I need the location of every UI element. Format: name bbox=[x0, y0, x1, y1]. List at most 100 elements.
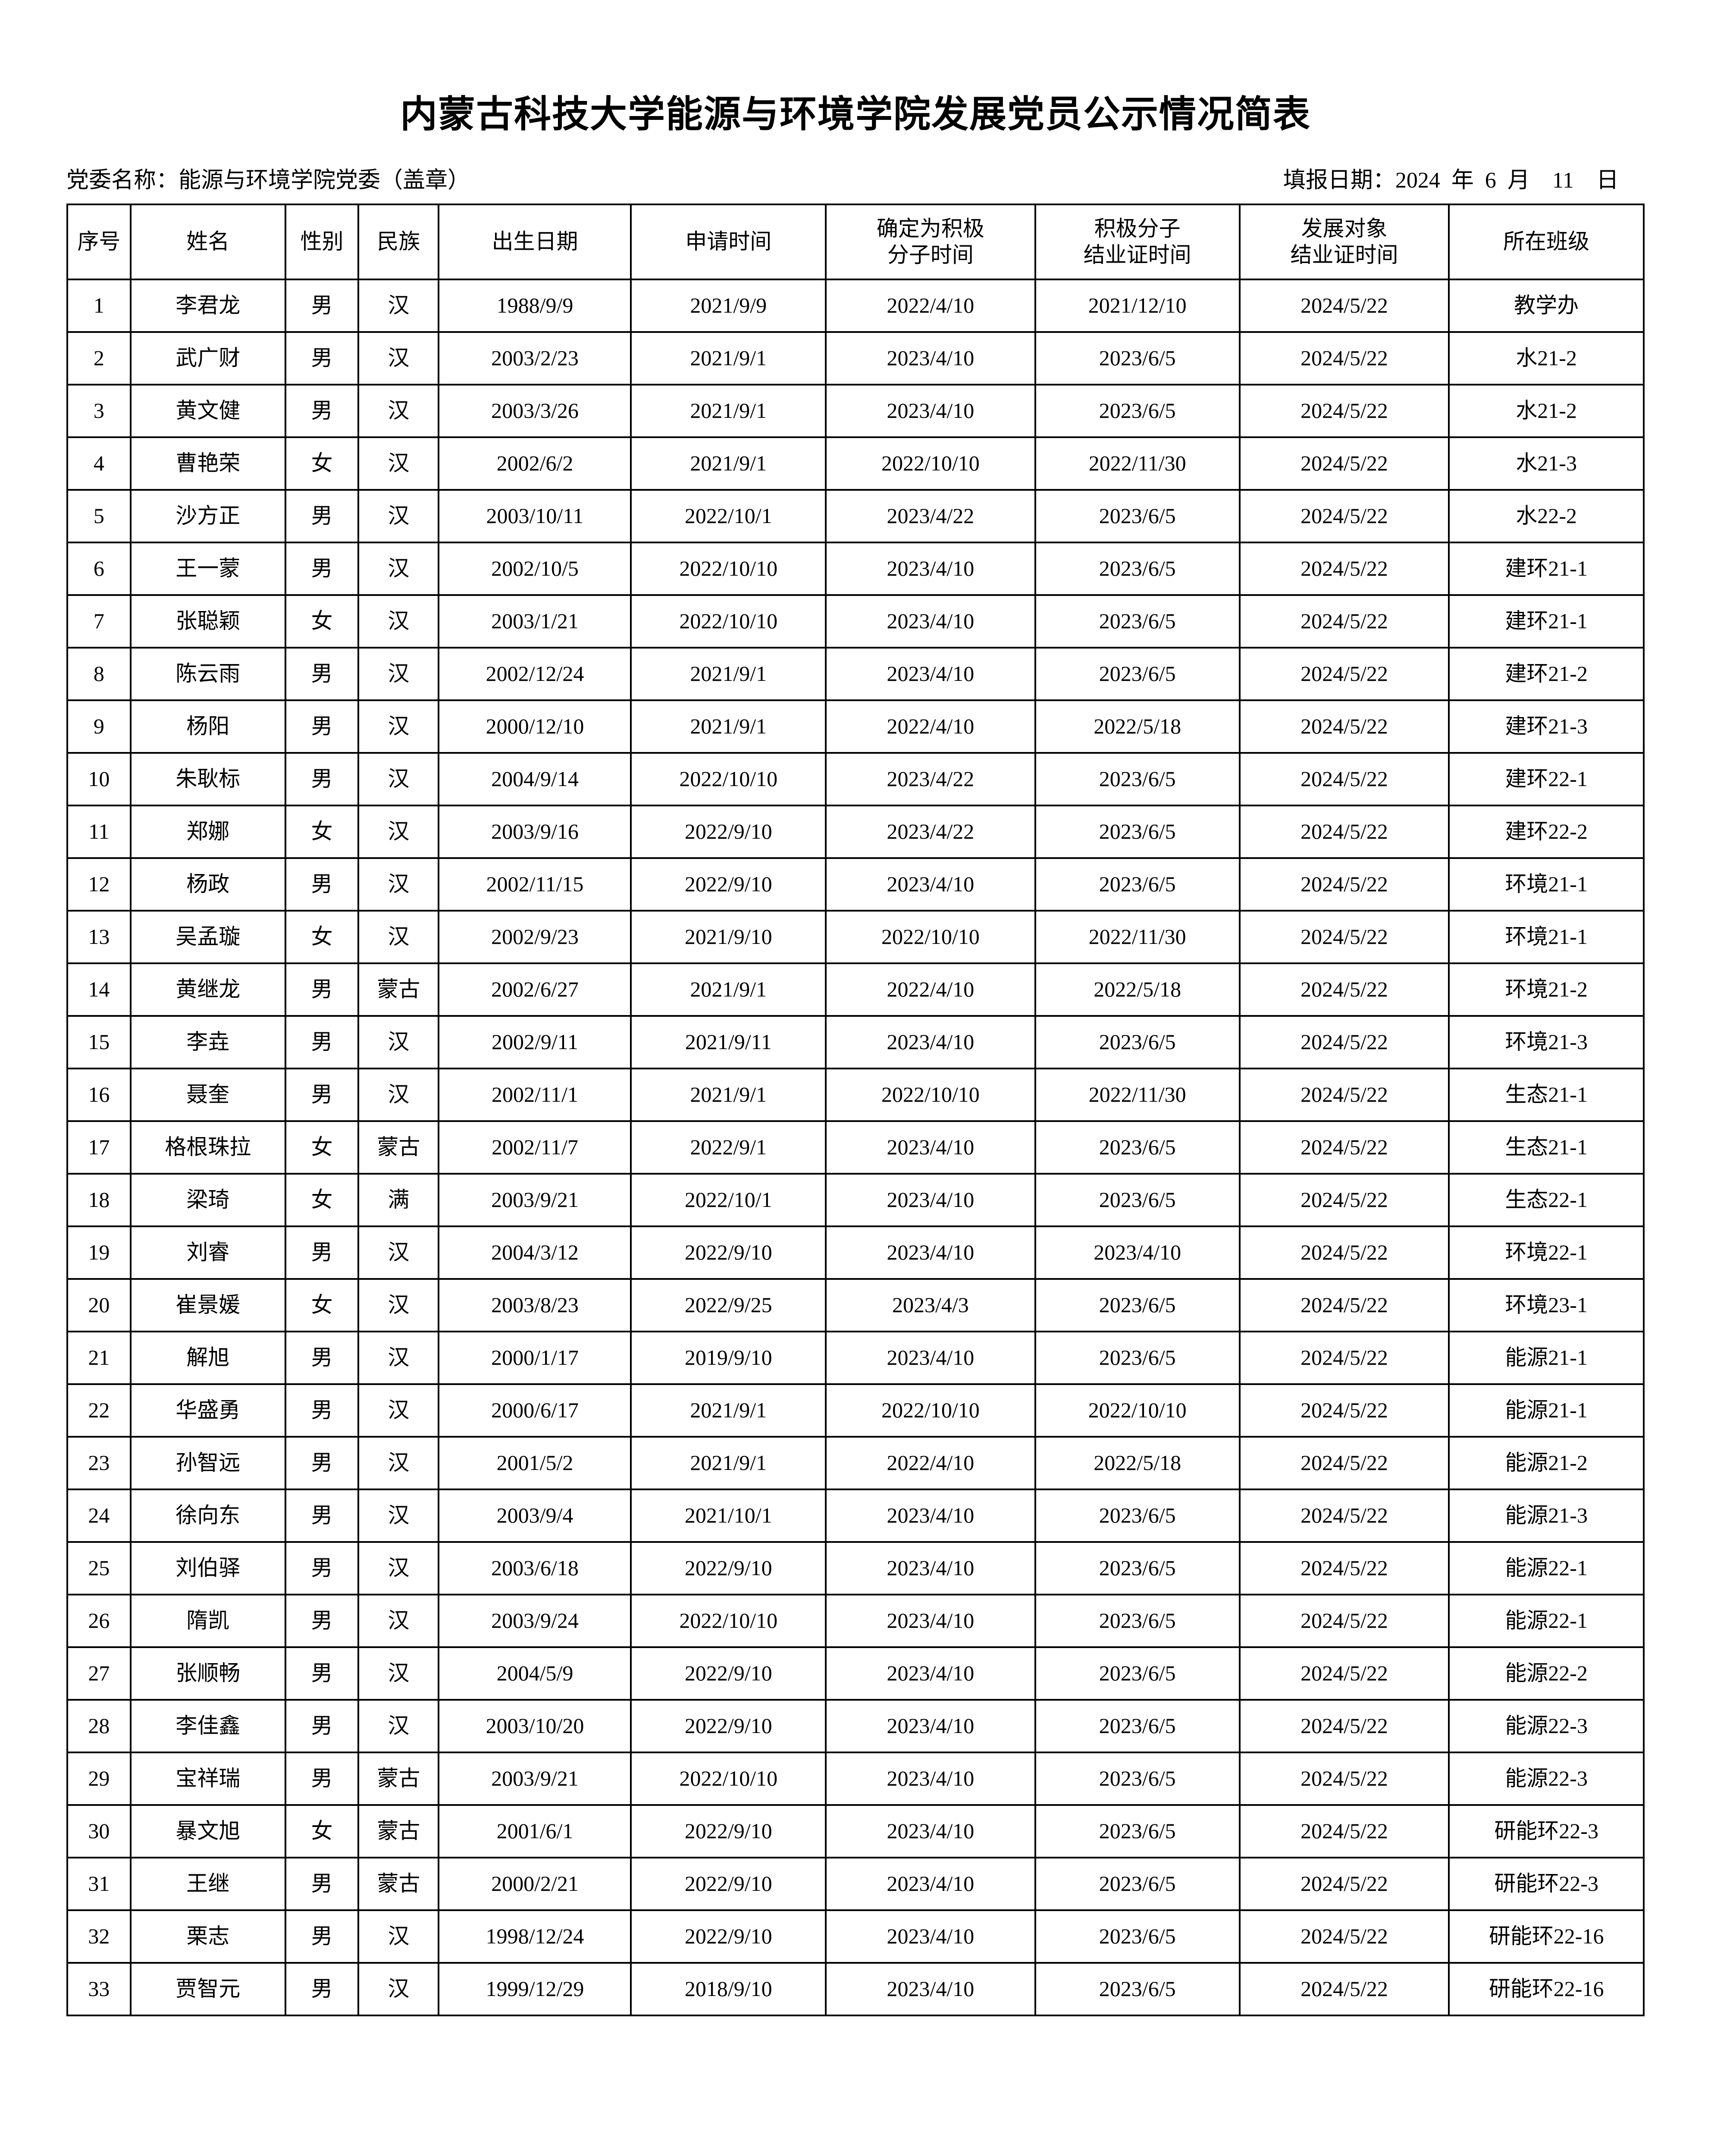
cell-activist_cert: 2023/6/5 bbox=[1034, 1909, 1241, 1964]
cell-activist_date: 2023/4/10 bbox=[825, 1172, 1036, 1227]
cell-activist_date: 2023/4/10 bbox=[825, 646, 1036, 701]
cell-class: 水22-2 bbox=[1448, 489, 1645, 543]
cell-develop_cert: 2024/5/22 bbox=[1238, 1225, 1450, 1280]
cell-index: 1 bbox=[66, 278, 132, 333]
cell-ethnicity: 汉 bbox=[357, 436, 440, 491]
cell-activist_cert: 2023/6/5 bbox=[1034, 1541, 1241, 1595]
cell-index: 27 bbox=[66, 1646, 132, 1701]
cell-activist_cert: 2023/6/5 bbox=[1034, 1330, 1241, 1385]
col-header-develop-cert-line2: 结业证时间 bbox=[1290, 242, 1398, 267]
cell-index: 11 bbox=[66, 804, 132, 859]
table-row: 26 隋凯男汉 2003/9/24 2022/10/10 2023/4/10 2023/6… bbox=[66, 1593, 1645, 1648]
cell-name: 郑娜 bbox=[129, 804, 286, 859]
cell-apply_date: 2022/10/10 bbox=[630, 1751, 827, 1806]
cell-name: 栗志 bbox=[129, 1909, 286, 1964]
cell-birth_date: 1988/9/9 bbox=[438, 278, 632, 333]
cell-name: 吴孟璇 bbox=[129, 909, 286, 964]
cell-class: 环境22-1 bbox=[1448, 1225, 1645, 1280]
cell-name: 王一蒙 bbox=[129, 541, 286, 596]
cell-name: 聂奎 bbox=[129, 1067, 286, 1122]
table-row: 18 梁琦女满 2003/9/21 2022/10/1 2023/4/10 2023/6/… bbox=[66, 1172, 1645, 1227]
cell-index: 12 bbox=[66, 857, 132, 912]
cell-ethnicity: 汉 bbox=[357, 1698, 440, 1753]
cell-index: 29 bbox=[66, 1751, 132, 1806]
cell-apply_date: 2022/9/10 bbox=[630, 804, 827, 859]
cell-apply_date: 2021/9/11 bbox=[630, 1015, 827, 1069]
cell-class: 环境23-1 bbox=[1448, 1278, 1645, 1332]
cell-develop_cert: 2024/5/22 bbox=[1238, 909, 1450, 964]
cell-class: 能源21-2 bbox=[1448, 1435, 1645, 1490]
cell-ethnicity: 汉 bbox=[357, 1541, 440, 1595]
cell-name: 杨政 bbox=[129, 857, 286, 912]
table-row: 25 刘伯驿男汉 2003/6/18 2022/9/10 2023/4/10 2023/6… bbox=[66, 1541, 1645, 1595]
cell-activist_cert: 2023/6/5 bbox=[1034, 383, 1241, 438]
cell-birth_date: 2003/9/24 bbox=[438, 1593, 632, 1648]
cell-ethnicity: 满 bbox=[357, 1172, 440, 1227]
cell-sex: 男 bbox=[284, 752, 360, 806]
cell-activist_date: 2023/4/10 bbox=[825, 857, 1036, 912]
cell-sex: 女 bbox=[284, 594, 360, 649]
report-date-day: 11 bbox=[1552, 168, 1574, 193]
cell-ethnicity: 汉 bbox=[357, 1225, 440, 1280]
cell-develop_cert: 2024/5/22 bbox=[1238, 383, 1450, 438]
table-row: 23 孙智远男汉 2001/5/2 2021/9/1 2022/4/10 2022/5/1… bbox=[66, 1435, 1645, 1490]
cell-class: 能源22-3 bbox=[1448, 1751, 1645, 1806]
cell-sex: 男 bbox=[284, 1015, 360, 1069]
col-header-apply-date: 申请时间 bbox=[630, 203, 827, 280]
cell-activist_cert: 2022/5/18 bbox=[1034, 699, 1241, 754]
cell-activist_date: 2023/4/10 bbox=[825, 1646, 1036, 1701]
cell-develop_cert: 2024/5/22 bbox=[1238, 699, 1450, 754]
cell-ethnicity: 汉 bbox=[357, 752, 440, 806]
cell-apply_date: 2021/10/1 bbox=[630, 1488, 827, 1543]
cell-birth_date: 2003/9/21 bbox=[438, 1751, 632, 1806]
cell-class: 研能环22-16 bbox=[1448, 1962, 1645, 2016]
table-row: 16 聂奎男汉 2002/11/1 2021/9/1 2022/10/10 2022/11… bbox=[66, 1067, 1645, 1122]
cell-ethnicity: 汉 bbox=[357, 646, 440, 701]
cell-apply_date: 2022/10/10 bbox=[630, 1593, 827, 1648]
cell-apply_date: 2021/9/1 bbox=[630, 646, 827, 701]
cell-class: 能源22-2 bbox=[1448, 1646, 1645, 1701]
cell-class: 生态21-1 bbox=[1448, 1120, 1645, 1175]
cell-develop_cert: 2024/5/22 bbox=[1238, 1698, 1450, 1753]
cell-index: 3 bbox=[66, 383, 132, 438]
cell-sex: 女 bbox=[284, 1120, 360, 1175]
cell-activist_date: 2023/4/10 bbox=[825, 541, 1036, 596]
cell-ethnicity: 蒙古 bbox=[357, 962, 440, 1017]
cell-sex: 女 bbox=[284, 1278, 360, 1332]
table-row: 2 武广财男汉 2003/2/23 2021/9/1 2023/4/10 2023/6/5… bbox=[66, 331, 1645, 385]
cell-index: 28 bbox=[66, 1698, 132, 1753]
col-header-activist-cert-line2: 结业证时间 bbox=[1083, 242, 1191, 267]
cell-activist_cert: 2023/6/5 bbox=[1034, 1593, 1241, 1648]
cell-index: 22 bbox=[66, 1383, 132, 1438]
cell-birth_date: 2002/10/5 bbox=[438, 541, 632, 596]
cell-sex: 男 bbox=[284, 1541, 360, 1595]
cell-activist_date: 2023/4/10 bbox=[825, 594, 1036, 649]
cell-birth_date: 2000/2/21 bbox=[438, 1856, 632, 1911]
col-header-activist-date: 确定为积极 分子时间 bbox=[825, 203, 1036, 280]
cell-name: 黄继龙 bbox=[129, 962, 286, 1017]
cell-name: 刘伯驿 bbox=[129, 1541, 286, 1595]
table-row: 27 张顺畅男汉 2004/5/9 2022/9/10 2023/4/10 2023/6/… bbox=[66, 1646, 1645, 1701]
cell-class: 水21-3 bbox=[1448, 436, 1645, 491]
cell-index: 5 bbox=[66, 489, 132, 543]
cell-develop_cert: 2024/5/22 bbox=[1238, 1435, 1450, 1490]
cell-develop_cert: 2024/5/22 bbox=[1238, 541, 1450, 596]
cell-birth_date: 2003/9/16 bbox=[438, 804, 632, 859]
cell-sex: 男 bbox=[284, 962, 360, 1017]
table-row: 24 徐向东男汉 2003/9/4 2021/10/1 2023/4/10 2023/6/… bbox=[66, 1488, 1645, 1543]
col-header-activist-cert: 积极分子 结业证时间 bbox=[1034, 203, 1241, 280]
col-header-class: 所在班级 bbox=[1448, 203, 1645, 280]
table-row: 19 刘睿男汉 2004/3/12 2022/9/10 2023/4/10 2023/4/… bbox=[66, 1225, 1645, 1280]
cell-ethnicity: 汉 bbox=[357, 1330, 440, 1385]
cell-name: 王继 bbox=[129, 1856, 286, 1911]
cell-apply_date: 2022/10/10 bbox=[630, 752, 827, 806]
cell-activist_cert: 2022/10/10 bbox=[1034, 1383, 1241, 1438]
cell-activist_cert: 2023/6/5 bbox=[1034, 1172, 1241, 1227]
cell-sex: 男 bbox=[284, 383, 360, 438]
cell-develop_cert: 2024/5/22 bbox=[1238, 1488, 1450, 1543]
cell-develop_cert: 2024/5/22 bbox=[1238, 489, 1450, 543]
cell-develop_cert: 2024/5/22 bbox=[1238, 331, 1450, 385]
cell-ethnicity: 汉 bbox=[357, 383, 440, 438]
cell-activist_cert: 2023/6/5 bbox=[1034, 1488, 1241, 1543]
report-date-field: 填报日期：2024 年 6 月 11 日 bbox=[1283, 162, 1645, 194]
